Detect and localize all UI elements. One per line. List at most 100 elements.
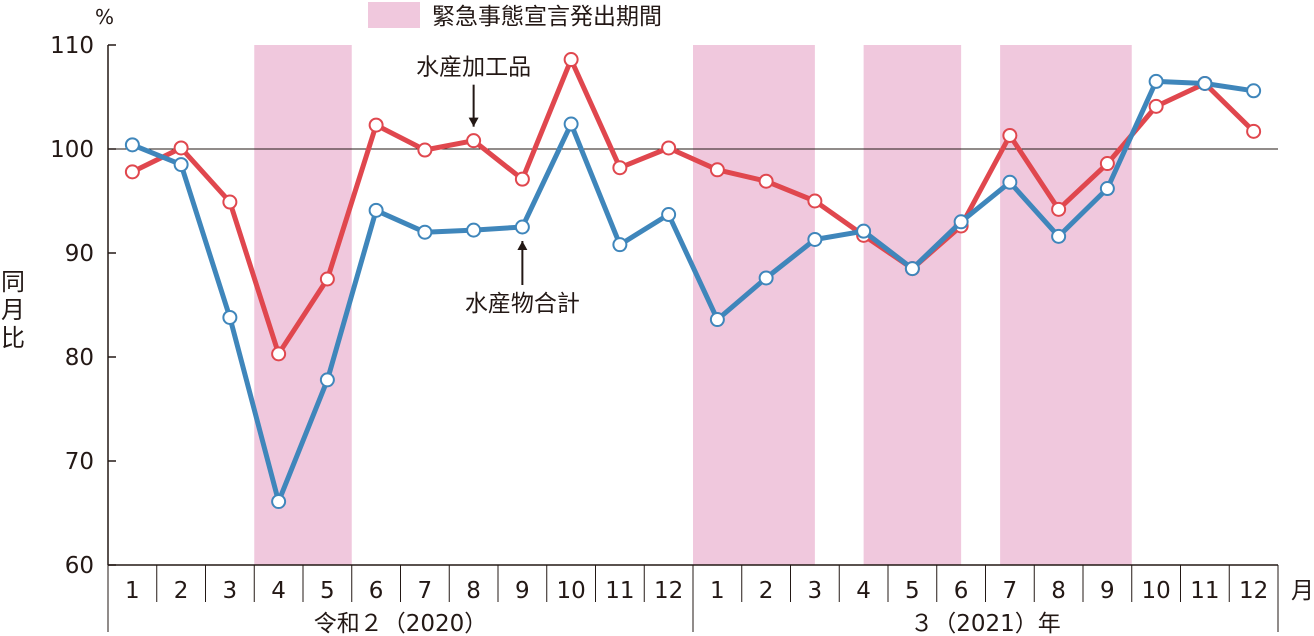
data-point <box>1148 73 1164 89</box>
series-lines <box>124 52 1262 510</box>
data-point <box>563 52 579 68</box>
data-point <box>222 309 238 325</box>
legend: 緊急事態宣言発出期間 <box>368 2 662 30</box>
series-line <box>129 57 1257 357</box>
emergency-band <box>1000 45 1132 565</box>
x-tick-label: 3 <box>808 578 823 604</box>
x-tick-label: 7 <box>1003 578 1018 604</box>
y-tick-label: 110 <box>50 33 94 59</box>
data-point <box>319 271 335 287</box>
x-tick-label: 11 <box>605 578 634 604</box>
y-tick-label: 70 <box>65 449 94 475</box>
x-tick-label: 7 <box>418 578 433 604</box>
x-tick-label: 12 <box>1239 578 1268 604</box>
x-tick-label: 4 <box>271 578 286 604</box>
data-point <box>807 231 823 247</box>
data-point <box>661 207 677 223</box>
emergency-period-bands <box>254 45 1132 565</box>
data-point <box>758 270 774 286</box>
data-point <box>856 223 872 239</box>
data-point <box>417 224 433 240</box>
data-point <box>1246 83 1262 99</box>
data-point <box>124 164 140 180</box>
year-group-label: ３（2021）年 <box>910 611 1061 636</box>
data-point <box>173 140 189 156</box>
data-point <box>1197 75 1213 91</box>
x-tick-label: 10 <box>1141 578 1170 604</box>
data-point <box>368 117 384 133</box>
data-point <box>1099 181 1115 197</box>
series-水産物合計 <box>124 73 1262 510</box>
data-point <box>417 142 433 158</box>
x-tick-label: 11 <box>1190 578 1219 604</box>
x-tick-label: 12 <box>654 578 683 604</box>
x-tick-label: 4 <box>856 578 871 604</box>
y-tick-label: 100 <box>50 137 94 163</box>
y-tick-label: 60 <box>65 553 94 579</box>
data-point <box>1051 228 1067 244</box>
x-tick-label: 1 <box>710 578 725 604</box>
data-point <box>758 173 774 189</box>
data-point <box>514 219 530 235</box>
data-point <box>271 494 287 510</box>
x-tick-label: 6 <box>369 578 384 604</box>
x-ticks: 1 2 3 4 5 6 7 8 9 10 11 12 1 2 3 4 5 6 7 8 9 10 11 12 <box>107 565 1279 632</box>
x-tick-label: 3 <box>223 578 238 604</box>
data-point <box>1099 156 1115 172</box>
data-point <box>904 261 920 277</box>
data-point <box>124 137 140 153</box>
data-point <box>1002 174 1018 190</box>
data-point <box>368 202 384 218</box>
data-point <box>1148 98 1164 114</box>
y-unit-label: % <box>95 5 114 29</box>
x-tick-label: 2 <box>174 578 189 604</box>
annotation: 水産加工品 <box>416 55 531 127</box>
x-tick-label: 6 <box>954 578 969 604</box>
x-tick-label: 9 <box>515 578 530 604</box>
x-tick-label: 8 <box>466 578 481 604</box>
data-point <box>319 372 335 388</box>
data-point <box>563 116 579 132</box>
x-tick-label: 5 <box>320 578 335 604</box>
x-tick-label: 1 <box>125 578 140 604</box>
data-point <box>612 237 628 253</box>
x-tick-label: 9 <box>1100 578 1115 604</box>
series-line <box>129 78 1257 505</box>
y-axis-label: 同月比 <box>1 268 25 352</box>
legend-swatch <box>368 2 420 28</box>
year-group-labels: 令和２（2020） ３（2021）年 <box>314 611 1061 636</box>
data-point <box>1002 127 1018 143</box>
x-tick-label: 10 <box>556 578 585 604</box>
data-point <box>173 157 189 173</box>
y-tick-label: 80 <box>65 345 94 371</box>
annotation-arrowhead <box>517 241 528 250</box>
annotation-label: 水産加工品 <box>416 55 531 81</box>
data-point <box>1051 201 1067 217</box>
year-group-label: 令和２（2020） <box>314 611 488 636</box>
data-point <box>466 133 482 149</box>
x-tick-label: 5 <box>905 578 920 604</box>
annotation-label: 水産物合計 <box>465 291 580 317</box>
data-point <box>271 346 287 362</box>
data-point <box>661 140 677 156</box>
legend-label: 緊急事態宣言発出期間 <box>432 4 662 30</box>
data-point <box>953 214 969 230</box>
x-unit-label: 月 <box>1291 578 1314 604</box>
x-tick-label: 8 <box>1051 578 1066 604</box>
data-point <box>709 312 725 328</box>
data-point <box>709 162 725 178</box>
series-水産加工品 <box>124 52 1262 362</box>
data-point <box>514 171 530 187</box>
emergency-band <box>863 45 962 565</box>
y-tick-label: 90 <box>65 241 94 267</box>
data-point <box>807 193 823 209</box>
data-point <box>1246 123 1262 139</box>
data-point <box>222 194 238 210</box>
y-ticks: 60 70 80 90 100 110 <box>50 33 116 579</box>
emergency-band <box>254 45 352 565</box>
data-point <box>612 160 628 176</box>
x-tick-label: 2 <box>759 578 774 604</box>
